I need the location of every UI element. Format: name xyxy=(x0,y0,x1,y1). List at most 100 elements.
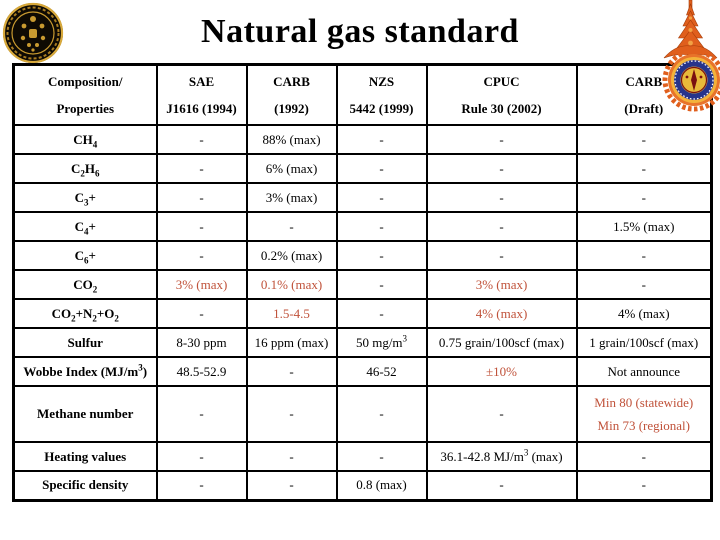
cell: - xyxy=(575,153,713,184)
table-row: C4+ - - - -1.5% (max) xyxy=(12,211,713,242)
cell: - xyxy=(335,182,428,213)
header-cpuc: CPUC Rule 30 (2002) xyxy=(425,63,578,126)
cell: - xyxy=(425,182,578,213)
row-label: Sulfur xyxy=(12,327,158,358)
cell: 46-52 xyxy=(335,356,428,387)
cell: ±10% xyxy=(425,356,578,387)
cell: - xyxy=(155,182,248,213)
cell: Min 80 (statewide) Min 73 (regional) xyxy=(575,385,713,443)
cell: - xyxy=(575,441,713,472)
table-row: CO2 3% (max) 0.1% (max) -3% (max) - xyxy=(12,269,713,300)
cell-line: Min 80 (statewide) xyxy=(594,394,694,410)
cell: 4% (max) xyxy=(575,298,713,329)
cell: - xyxy=(155,298,248,329)
cell: - xyxy=(335,153,428,184)
cell: 0.2% (max) xyxy=(245,240,338,271)
header-line: J1616 (1994) xyxy=(166,100,237,116)
cell: 3% (max) xyxy=(245,182,338,213)
row-label: CO2+N2+O2 xyxy=(12,298,158,329)
row-label: Specific density xyxy=(12,470,158,501)
cell: - xyxy=(155,124,248,155)
cell: 50 mg/m3 xyxy=(335,327,428,358)
cell: - xyxy=(425,211,578,242)
cell: 0.1% (max) xyxy=(245,269,338,300)
header-composition-properties: Composition/ Properties xyxy=(12,63,158,126)
cell: - xyxy=(335,269,428,300)
cell: 8-30 ppm xyxy=(155,327,248,358)
header-line: NZS xyxy=(368,73,395,89)
cell-line: Min 73 (regional) xyxy=(597,417,690,433)
cell: - xyxy=(245,385,338,443)
row-label: Heating values xyxy=(12,441,158,472)
standards-table: Composition/ Properties SAE J1616 (1994)… xyxy=(12,63,713,502)
cell: - xyxy=(575,269,713,300)
table-row: Methane number - - - - Min 80 (statewide) Min … xyxy=(12,385,713,443)
table-row: Specific density - -0.8 (max) - - xyxy=(12,470,713,501)
cell: 1.5-4.5 xyxy=(245,298,338,329)
header-row: Composition/ Properties SAE J1616 (1994)… xyxy=(12,63,713,126)
cell: - xyxy=(335,441,428,472)
table-row: C6+ -0.2% (max) - - - xyxy=(12,240,713,271)
cell: - xyxy=(245,356,338,387)
table-row: Wobbe Index (MJ/m3) 48.5-52.9-46-52 ±10% No… xyxy=(12,356,713,387)
header-line: CARB xyxy=(273,73,310,89)
cell: - xyxy=(425,240,578,271)
row-label: CH4 xyxy=(12,124,158,155)
thai-crown-crest-emblem-icon xyxy=(656,0,720,112)
cell: - xyxy=(575,124,713,155)
cell: - xyxy=(425,153,578,184)
table-row: CH4-88% (max) - - - xyxy=(12,124,713,155)
cell: - xyxy=(155,240,248,271)
table-row: C2H6-6% (max) - - - xyxy=(12,153,713,184)
table-row: Heating values - - -36.1-42.8 MJ/m3 (max) - xyxy=(12,441,713,472)
cell: 3% (max) xyxy=(425,269,578,300)
cell: - xyxy=(245,470,338,501)
header-line: CARB xyxy=(625,73,663,89)
row-label: C2H6 xyxy=(12,153,158,184)
header-line: 5442 (1999) xyxy=(349,100,414,116)
table-row: C3+ -3% (max) - - - xyxy=(12,182,713,213)
cell: - xyxy=(245,441,338,472)
header-line: SAE xyxy=(188,73,215,89)
cell: - xyxy=(155,153,248,184)
cell: 0.75 grain/100scf (max) xyxy=(425,327,578,358)
cell: - xyxy=(425,124,578,155)
row-label: C4+ xyxy=(12,211,158,242)
cell: - xyxy=(155,441,248,472)
cell: - xyxy=(335,240,428,271)
header-sae: SAE J1616 (1994) xyxy=(155,63,248,126)
cell: 6% (max) xyxy=(245,153,338,184)
table-row: CO2+N2+O2-1.5-4.5-4% (max) 4% (max) xyxy=(12,298,713,329)
cell: - xyxy=(155,470,248,501)
cell: - xyxy=(425,385,578,443)
crown-crest-graphic xyxy=(662,0,720,112)
header-line: CPUC xyxy=(483,73,520,89)
cell: 1.5% (max) xyxy=(575,211,713,242)
cell: - xyxy=(245,211,338,242)
slide-title: Natural gas standard xyxy=(201,13,519,50)
cell: 16 ppm (max) xyxy=(245,327,338,358)
header-nzs: NZS 5442 (1999) xyxy=(335,63,428,126)
header-line: Rule 30 (2002) xyxy=(461,100,542,116)
cell: - xyxy=(425,470,578,501)
row-label: CO2 xyxy=(12,269,158,300)
cell: 3% (max) xyxy=(155,269,248,300)
row-label: Wobbe Index (MJ/m3) xyxy=(12,356,158,387)
table-row: Sulfur 8-30 ppm 16 ppm (max) 50 mg/m3 0.75 g… xyxy=(12,327,713,358)
cell: - xyxy=(575,240,713,271)
header-line: (Draft) xyxy=(624,100,664,116)
gold-medallion-emblem-icon xyxy=(2,2,64,64)
gold-medallion-graphic xyxy=(2,2,64,64)
row-label: C3+ xyxy=(12,182,158,213)
cell: - xyxy=(575,182,713,213)
cell: - xyxy=(335,211,428,242)
cell: - xyxy=(335,298,428,329)
header-line: (1992) xyxy=(274,100,309,116)
row-label: C6+ xyxy=(12,240,158,271)
header-carb-1992: CARB (1992) xyxy=(245,63,338,126)
cell: Not announce xyxy=(575,356,713,387)
header-line: Composition/ xyxy=(48,73,123,89)
cell: 1 grain/100scf (max) xyxy=(575,327,713,358)
cell: 4% (max) xyxy=(425,298,578,329)
